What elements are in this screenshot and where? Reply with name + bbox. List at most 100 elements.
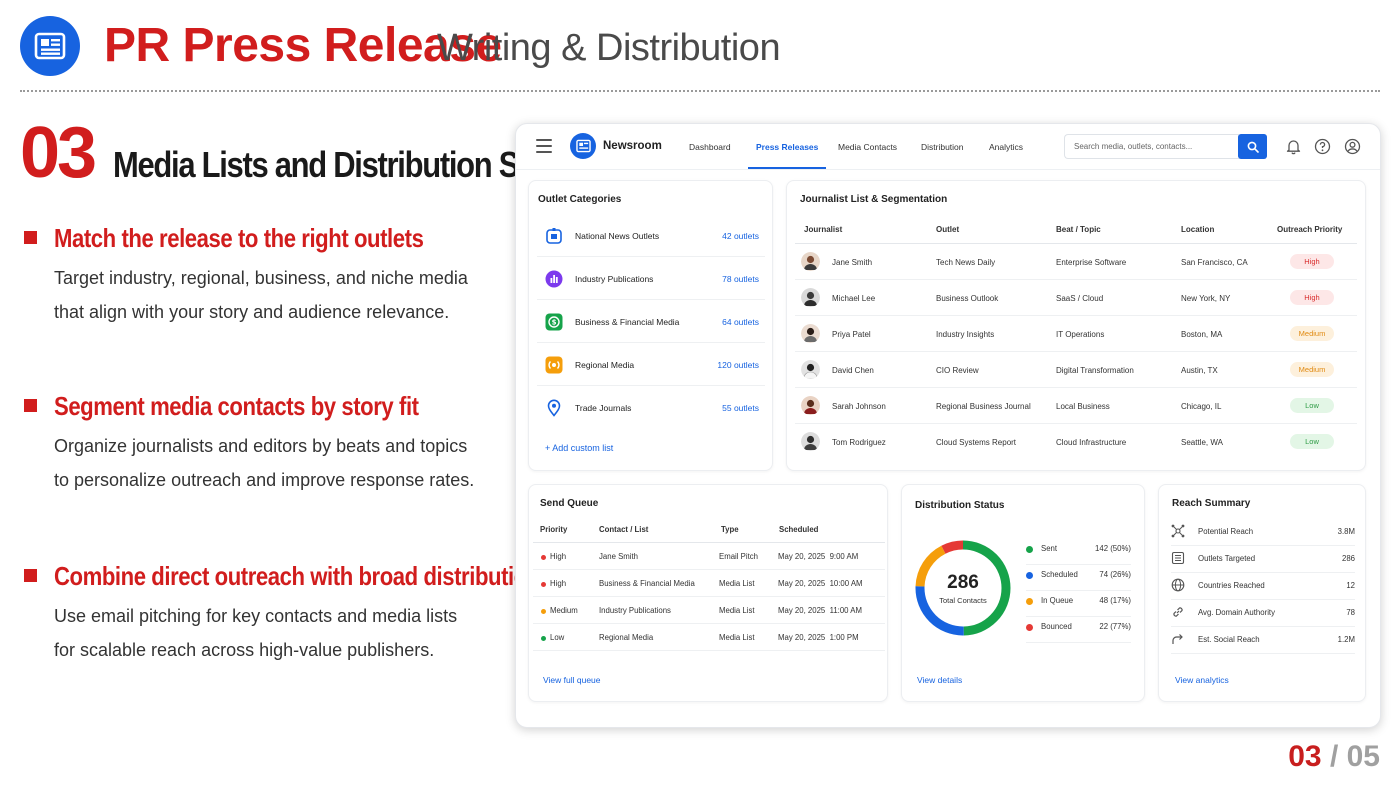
legend-label: Scheduled [1041,570,1078,579]
journalist-location: Austin, TX [1181,366,1218,375]
header-divider [20,90,1380,92]
journalist-beat: Enterprise Software [1056,258,1127,267]
queue-type: Media List [719,579,755,588]
queue-type: Email Pitch [719,552,758,561]
legend-value: 48 (17%) [1099,596,1131,605]
column-header-priority[interactable]: Priority [540,525,568,534]
column-header-scheduled[interactable]: Scheduled [779,525,819,534]
add-custom-list-link[interactable]: + Add custom list [545,443,614,453]
table-row[interactable]: Sarah Johnson Regional Business Journal … [795,388,1357,424]
outlet-count[interactable]: 42 outlets [722,231,759,241]
card-title: Reach Summary [1172,498,1251,509]
queue-contact: Business & Financial Media [599,579,695,588]
nav-distribution[interactable]: Distribution [921,142,964,152]
newsroom-logo-icon[interactable] [570,133,596,159]
newsroom-app-window: Newsroom Dashboard Press Releases Media … [515,123,1381,728]
avatar [801,432,820,451]
table-row[interactable]: David Chen CIO Review Digital Transforma… [795,352,1357,388]
column-header-priority[interactable]: Outreach Priority [1277,225,1343,234]
slide-subtitle: Writing & Distribution [437,27,781,69]
column-header-location[interactable]: Location [1181,225,1215,234]
legend-label: In Queue [1041,596,1074,605]
journalist-outlet: Industry Insights [936,330,995,339]
menu-icon[interactable] [536,139,552,153]
legend-dot-icon [1026,624,1033,631]
point-title: Segment media contacts by story fit [54,391,419,421]
queue-scheduled: May 20, 2025 9:00 AM [778,552,859,561]
grid-icon [1171,551,1185,565]
journalist-list-card: Journalist List & Segmentation Journalis… [786,180,1366,471]
avatar [801,288,820,307]
link-icon [1173,607,1183,617]
queue-type: Media List [719,633,755,642]
priority-badge: Low [1290,434,1334,449]
outlet-category-national-news[interactable]: National News Outlets 42 outlets [537,214,765,257]
legend-item-sent: Sent 142 (50%) [1026,539,1131,565]
queue-row[interactable]: Low Regional Media Media List May 20, 20… [533,624,885,651]
journalist-beat: Cloud Infrastructure [1056,438,1127,447]
outlet-name: Regional Media [575,360,635,370]
table-row[interactable]: Tom Rodriguez Cloud Systems Report Cloud… [795,424,1357,460]
user-profile-icon[interactable] [1344,138,1361,155]
search-input[interactable]: Search media, outlets, contacts... [1064,134,1239,159]
outlet-count[interactable]: 78 outlets [722,274,759,284]
outlet-count[interactable]: 55 outlets [722,403,759,413]
avatar [801,396,820,415]
column-header-journalist[interactable]: Journalist [804,225,843,234]
queue-contact: Regional Media [599,633,654,642]
total-pages: 05 [1346,740,1380,773]
column-header-beat[interactable]: Beat / Topic [1056,225,1101,234]
outlet-categories-card: Outlet Categories National News Outlets … [528,180,773,471]
journalist-location: Seattle, WA [1181,438,1223,447]
point-description: Organize journalists and editors by beat… [54,436,475,490]
card-title: Send Queue [540,498,599,509]
outlet-category-industry-publications[interactable]: Industry Publications 78 outlets [537,257,765,300]
reach-item-outlets-targeted: Outlets Targeted 286 [1171,546,1355,573]
queue-scheduled: May 20, 2025 11:00 AM [778,606,862,615]
outlet-category-trade-journals[interactable]: Trade Journals 55 outlets [537,386,765,429]
journalist-beat: SaaS / Cloud [1056,294,1104,303]
queue-row[interactable]: Medium Industry Publications Media List … [533,597,885,624]
outlet-category-regional-media[interactable]: Regional Media 120 outlets [537,343,765,386]
reach-label: Avg. Domain Authority [1198,608,1275,617]
search-button[interactable] [1238,134,1267,159]
broadcast-icon [545,356,563,374]
table-row[interactable]: Jane Smith Tech News Daily Enterprise So… [795,244,1357,280]
help-icon[interactable] [1314,138,1331,155]
nav-analytics[interactable]: Analytics [989,142,1024,152]
queue-scheduled: May 20, 2025 1:00 PM [778,633,859,642]
legend-item-bounced: Bounced 22 (77%) [1026,617,1131,643]
outlet-count[interactable]: 120 outlets [717,360,759,370]
nav-press-releases[interactable]: Press Releases [747,124,827,170]
journalist-name: Sarah Johnson [832,402,886,411]
point-title: Match the release to the right outlets [54,223,424,253]
column-header-contact[interactable]: Contact / List [599,525,649,534]
journalist-location: Chicago, IL [1181,402,1222,411]
brand-name[interactable]: Newsroom [603,140,662,152]
queue-row[interactable]: High Jane Smith Email Pitch May 20, 2025… [533,543,885,570]
column-header-type[interactable]: Type [721,525,739,534]
journalist-location: New York, NY [1181,294,1231,303]
queue-priority: High [550,579,567,588]
queue-priority: Medium [550,606,578,615]
view-details-link[interactable]: View details [917,675,963,685]
journalist-location: Boston, MA [1181,330,1223,339]
outlet-category-business-financial[interactable]: $ Business & Financial Media 64 outlets [537,300,765,343]
table-row[interactable]: Priya Patel Industry Insights IT Operati… [795,316,1357,352]
view-full-queue-link[interactable]: View full queue [543,675,601,685]
reach-value: 78 [1346,608,1355,617]
outlet-count[interactable]: 64 outlets [722,317,759,327]
view-analytics-link[interactable]: View analytics [1175,675,1229,685]
reach-value: 286 [1341,554,1355,563]
reach-item-social-reach: Est. Social Reach 1.2M [1171,627,1355,654]
table-row[interactable]: Michael Lee Business Outlook SaaS / Clou… [795,280,1357,316]
reach-value: 12 [1346,581,1355,590]
legend-label: Sent [1041,544,1058,553]
point-description: Use email pitching for key contacts and … [54,606,458,660]
outlet-name: Business & Financial Media [575,317,680,327]
column-header-outlet[interactable]: Outlet [936,225,960,234]
queue-row[interactable]: High Business & Financial Media Media Li… [533,570,885,597]
nav-media-contacts[interactable]: Media Contacts [838,142,898,152]
nav-dashboard[interactable]: Dashboard [689,142,731,152]
bell-icon[interactable] [1285,138,1302,155]
